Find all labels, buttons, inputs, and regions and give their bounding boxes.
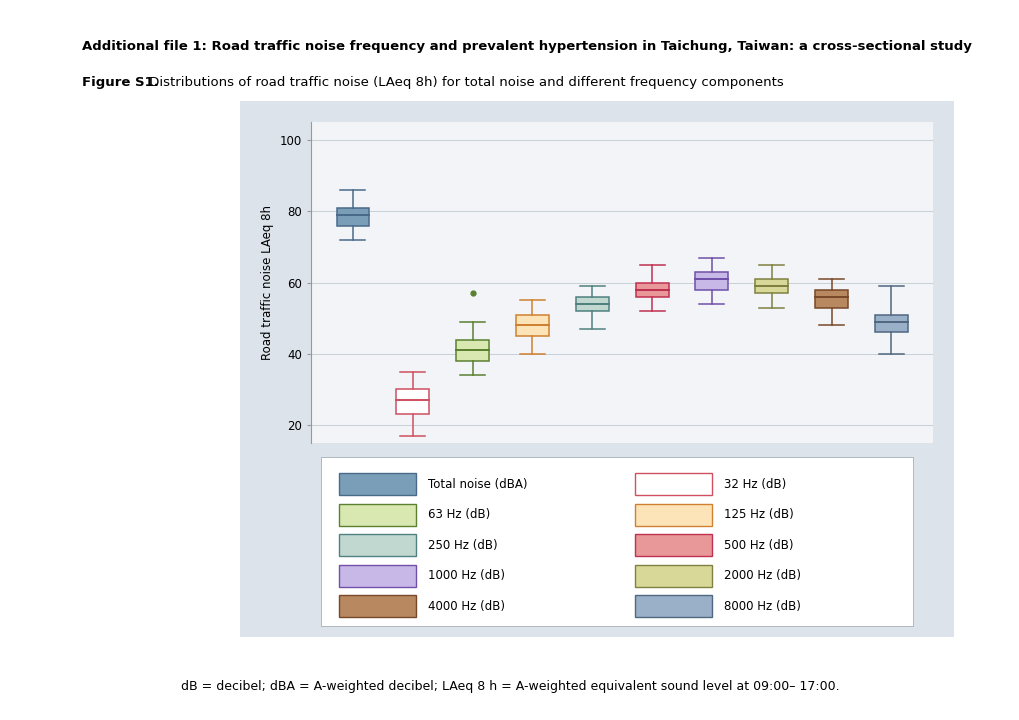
Bar [338,473,416,495]
Bar [455,340,488,361]
Text: 1000 Hz (dB): 1000 Hz (dB) [427,569,504,582]
Bar [634,564,711,587]
Bar [755,279,788,293]
Text: 500 Hz (dB): 500 Hz (dB) [722,539,793,552]
Text: 63 Hz (dB): 63 Hz (dB) [427,508,489,521]
Text: Distributions of road traffic noise (LAeq 8h) for total noise and different freq: Distributions of road traffic noise (LAe… [145,76,783,89]
Y-axis label: Road traffic noise LAeq 8h: Road traffic noise LAeq 8h [261,205,274,360]
Text: 250 Hz (dB): 250 Hz (dB) [427,539,497,552]
Bar [695,272,728,289]
Text: 125 Hz (dB): 125 Hz (dB) [722,508,793,521]
Bar [634,534,711,556]
Text: 8000 Hz (dB): 8000 Hz (dB) [722,600,800,613]
Text: Figure S1.: Figure S1. [82,76,158,89]
Bar [634,595,711,617]
Bar [396,390,429,414]
Bar [516,315,548,336]
Bar [576,297,608,311]
Text: 4000 Hz (dB): 4000 Hz (dB) [427,600,504,613]
Bar [336,208,369,225]
Text: Additional file 1: Road traffic noise frequency and prevalent hypertension in Ta: Additional file 1: Road traffic noise fr… [82,40,970,53]
Text: 2000 Hz (dB): 2000 Hz (dB) [722,569,800,582]
Bar [634,504,711,526]
Bar [338,595,416,617]
Bar [338,564,416,587]
Text: 32 Hz (dB): 32 Hz (dB) [722,478,785,491]
Bar [338,504,416,526]
Bar [814,289,847,307]
Bar [635,282,667,297]
Text: dB = decibel; dBA = A-weighted decibel; LAeq 8 h = A-weighted equivalent sound l: dB = decibel; dBA = A-weighted decibel; … [180,680,839,693]
Bar [338,534,416,556]
Bar [874,315,907,333]
Bar [634,473,711,495]
Text: Total noise (dBA): Total noise (dBA) [427,478,527,491]
